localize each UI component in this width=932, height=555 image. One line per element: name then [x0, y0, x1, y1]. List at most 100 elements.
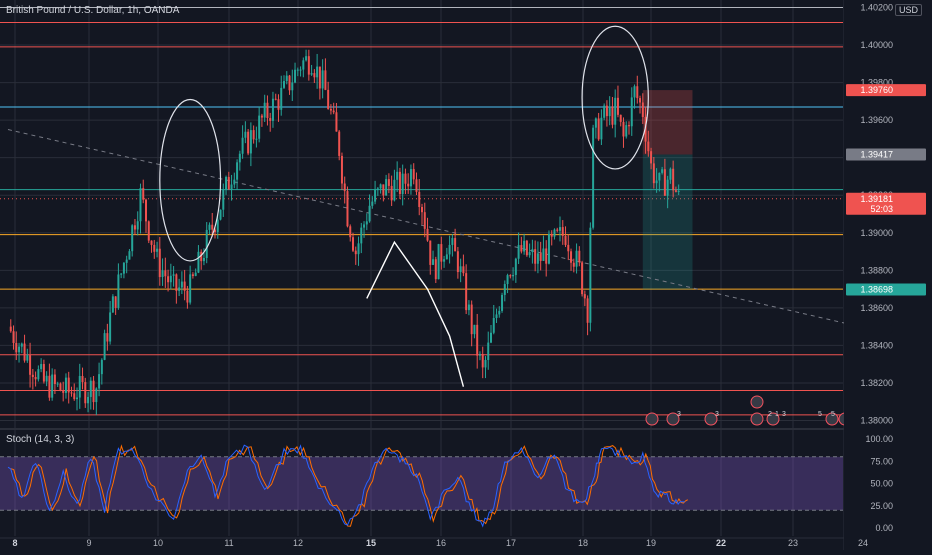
candle-body — [117, 274, 120, 308]
candle-body — [470, 304, 473, 335]
time-tick-label: 19 — [646, 538, 656, 548]
candle-body — [636, 86, 639, 99]
candle-body — [335, 112, 338, 132]
price-label-value: 1.39417 — [860, 149, 893, 159]
candle-body — [603, 105, 606, 118]
candle-body — [329, 108, 332, 111]
candle-body — [528, 252, 531, 256]
candle-body — [663, 169, 666, 196]
candle-body — [572, 262, 575, 267]
candle-body — [64, 377, 67, 393]
stoch-band — [0, 456, 843, 511]
price-tick-label: 1.39000 — [860, 228, 893, 238]
candle-body — [445, 254, 448, 260]
candle-body — [633, 86, 636, 98]
candle-body — [260, 115, 263, 118]
candle-body — [600, 117, 603, 140]
candle-body — [434, 259, 437, 280]
candle-body — [371, 201, 374, 206]
candle-body — [476, 324, 479, 356]
candle-body — [652, 163, 655, 184]
candle-body — [288, 75, 291, 91]
candle-body — [307, 56, 310, 75]
candle-body — [473, 324, 476, 335]
candle-body — [666, 179, 669, 196]
candle-body — [305, 56, 308, 61]
time-tick-label: 11 — [224, 538, 233, 548]
candle-body — [605, 105, 608, 117]
candle-body — [156, 248, 159, 252]
candle-body — [561, 227, 564, 236]
candle-body — [266, 102, 269, 119]
candle-body — [178, 287, 181, 291]
stoch-title[interactable]: Stoch (14, 3, 3) — [6, 434, 75, 445]
circle-annotation — [581, 25, 649, 170]
candle-body — [324, 70, 327, 90]
candle-body — [283, 81, 285, 88]
candle-body — [575, 250, 578, 267]
time-tick-label: 24 — [858, 538, 868, 548]
candle-body — [169, 275, 172, 283]
candle-body — [233, 179, 236, 185]
event-marker-icon — [666, 412, 680, 426]
candle-body — [398, 171, 401, 194]
candle-body — [495, 314, 498, 318]
candle-body — [616, 97, 619, 115]
candle-body — [194, 272, 197, 276]
candle-body — [517, 245, 520, 259]
candle-body — [15, 342, 18, 353]
candle-body — [122, 262, 125, 274]
candle-body — [650, 151, 653, 164]
candle-body — [462, 266, 465, 274]
candle-body — [597, 118, 600, 140]
candle-body — [376, 188, 379, 190]
candle-body — [393, 179, 396, 201]
candle-body — [592, 127, 595, 228]
candle-body — [396, 171, 399, 180]
candle-body — [390, 185, 393, 201]
candle-body — [147, 221, 150, 241]
candle-body — [175, 274, 178, 291]
candle-body — [191, 274, 194, 276]
candle-body — [619, 114, 622, 122]
candle-body — [578, 250, 581, 263]
candle-body — [269, 118, 272, 121]
candle-body — [23, 343, 26, 361]
candle-body — [611, 106, 614, 125]
candle-body — [523, 240, 526, 252]
candle-body — [622, 121, 625, 137]
candle-body — [45, 375, 48, 382]
symbol-title[interactable]: British Pound / U.S. Dollar, 1h, OANDA — [6, 5, 180, 16]
candle-body — [647, 141, 650, 152]
event-badge-label: 2 — [768, 411, 772, 418]
candle-body — [114, 296, 117, 308]
candle-body — [658, 172, 661, 181]
candle-body — [501, 294, 504, 311]
circle-annotation — [159, 98, 222, 262]
price-axis[interactable]: 1.402001.400001.398001.396001.394001.392… — [844, 0, 932, 550]
candle-body — [70, 392, 73, 394]
candle-body — [139, 188, 142, 222]
candle-body — [263, 102, 266, 118]
time-axis[interactable]: 8 9 10 11 12 15 16 17 18 19 22 23 24 — [12, 538, 868, 548]
candle-body — [387, 179, 390, 186]
candle-body — [172, 274, 175, 276]
price-tick-label: 1.38800 — [860, 265, 893, 275]
candle-body — [321, 70, 324, 89]
price-tick-label: 1.38000 — [860, 415, 893, 425]
candle-body — [401, 173, 404, 194]
candle-body — [20, 343, 23, 347]
candle-body — [316, 66, 319, 78]
time-tick-label: 16 — [436, 538, 446, 548]
candle-body — [249, 130, 252, 154]
time-tick-label: 18 — [578, 538, 588, 548]
currency-badge[interactable]: USD — [894, 4, 922, 16]
candle-body — [564, 235, 567, 245]
candle-body — [454, 238, 457, 252]
stoch-tick-label: 75.00 — [870, 456, 893, 466]
candle-body — [586, 298, 589, 323]
candle-body — [167, 276, 170, 283]
candle-body — [313, 73, 316, 78]
candle-body — [296, 69, 299, 71]
